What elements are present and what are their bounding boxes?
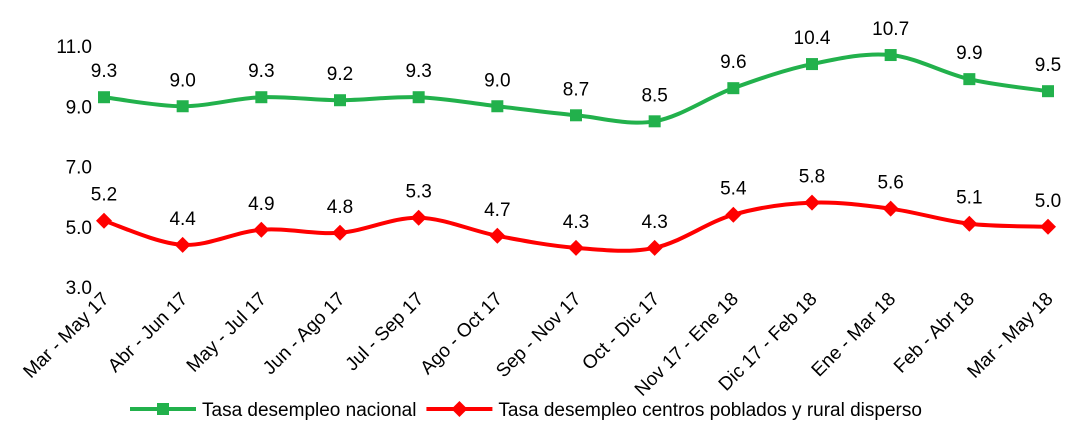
marker xyxy=(648,115,661,128)
marker xyxy=(489,227,506,244)
data-label: 10.7 xyxy=(872,19,909,40)
data-label: 5.2 xyxy=(91,185,117,206)
data-label: 5.3 xyxy=(405,182,431,203)
x-tick-label: Ene - Mar 18 xyxy=(808,289,901,382)
marker xyxy=(804,194,820,211)
data-label: 9.3 xyxy=(91,61,117,82)
marker xyxy=(727,82,740,95)
data-label: 9.5 xyxy=(1035,55,1061,76)
x-tick-label: Sep - Nov 17 xyxy=(492,289,585,382)
data-label: 9.2 xyxy=(327,64,353,85)
marker xyxy=(806,58,818,71)
data-label: 9.9 xyxy=(956,43,982,64)
marker xyxy=(176,100,189,113)
x-tick-label: Abr - Jun 17 xyxy=(104,289,192,377)
y-tick-label: 9.0 xyxy=(66,97,92,118)
data-label: 8.5 xyxy=(641,85,667,106)
data-label: 9.0 xyxy=(169,70,195,91)
legend-marker xyxy=(157,403,169,415)
marker xyxy=(96,212,112,229)
marker xyxy=(253,221,270,238)
marker xyxy=(332,224,348,241)
legend-label: Tasa desempleo centros poblados y rural … xyxy=(498,400,922,421)
legend-marker xyxy=(451,401,468,417)
data-label: 4.9 xyxy=(248,194,274,215)
data-label: 5.8 xyxy=(799,167,825,188)
x-tick-label: May - Jul 17 xyxy=(183,289,271,377)
data-label: 9.6 xyxy=(720,52,746,73)
marker xyxy=(174,236,191,253)
marker xyxy=(491,100,504,113)
x-tick-label: Mar - May 17 xyxy=(20,289,114,383)
data-label: 10.4 xyxy=(794,28,831,49)
marker xyxy=(884,49,897,62)
data-label: 4.4 xyxy=(169,209,196,230)
data-label: 4.8 xyxy=(327,197,353,218)
data-label: 9.3 xyxy=(248,61,274,82)
data-label: 5.0 xyxy=(1035,191,1061,212)
x-tick-label: Jul - Sep 17 xyxy=(342,289,429,376)
marker xyxy=(961,215,978,232)
y-tick-label: 3.0 xyxy=(66,278,92,299)
y-tick-label: 11.0 xyxy=(56,37,92,58)
x-tick-label: Jun - Ago 17 xyxy=(259,289,349,379)
legend-label: Tasa desempleo nacional xyxy=(202,400,416,421)
marker xyxy=(98,91,110,104)
data-label: 4.3 xyxy=(641,212,667,233)
marker xyxy=(570,109,582,122)
marker xyxy=(1042,85,1054,98)
marker xyxy=(255,91,268,104)
marker xyxy=(725,206,742,223)
y-tick-label: 5.0 xyxy=(66,218,92,239)
data-label: 5.4 xyxy=(720,179,747,200)
data-label: 4.7 xyxy=(484,200,510,221)
marker xyxy=(963,73,976,86)
marker xyxy=(568,239,584,256)
marker xyxy=(1040,218,1056,235)
data-label: 9.3 xyxy=(405,61,431,82)
marker xyxy=(334,94,346,107)
marker xyxy=(646,239,663,256)
data-label: 5.1 xyxy=(956,188,982,209)
marker xyxy=(412,91,425,104)
data-label: 9.0 xyxy=(484,70,510,91)
marker xyxy=(882,200,899,217)
marker xyxy=(410,209,427,226)
y-tick-label: 7.0 xyxy=(66,158,92,179)
x-tick-label: Oct - Dic 17 xyxy=(578,289,664,375)
data-label: 8.7 xyxy=(563,79,589,100)
x-tick-label: Feb - Abr 18 xyxy=(890,289,979,378)
data-label: 5.6 xyxy=(877,173,903,194)
data-label: 4.3 xyxy=(563,212,589,233)
